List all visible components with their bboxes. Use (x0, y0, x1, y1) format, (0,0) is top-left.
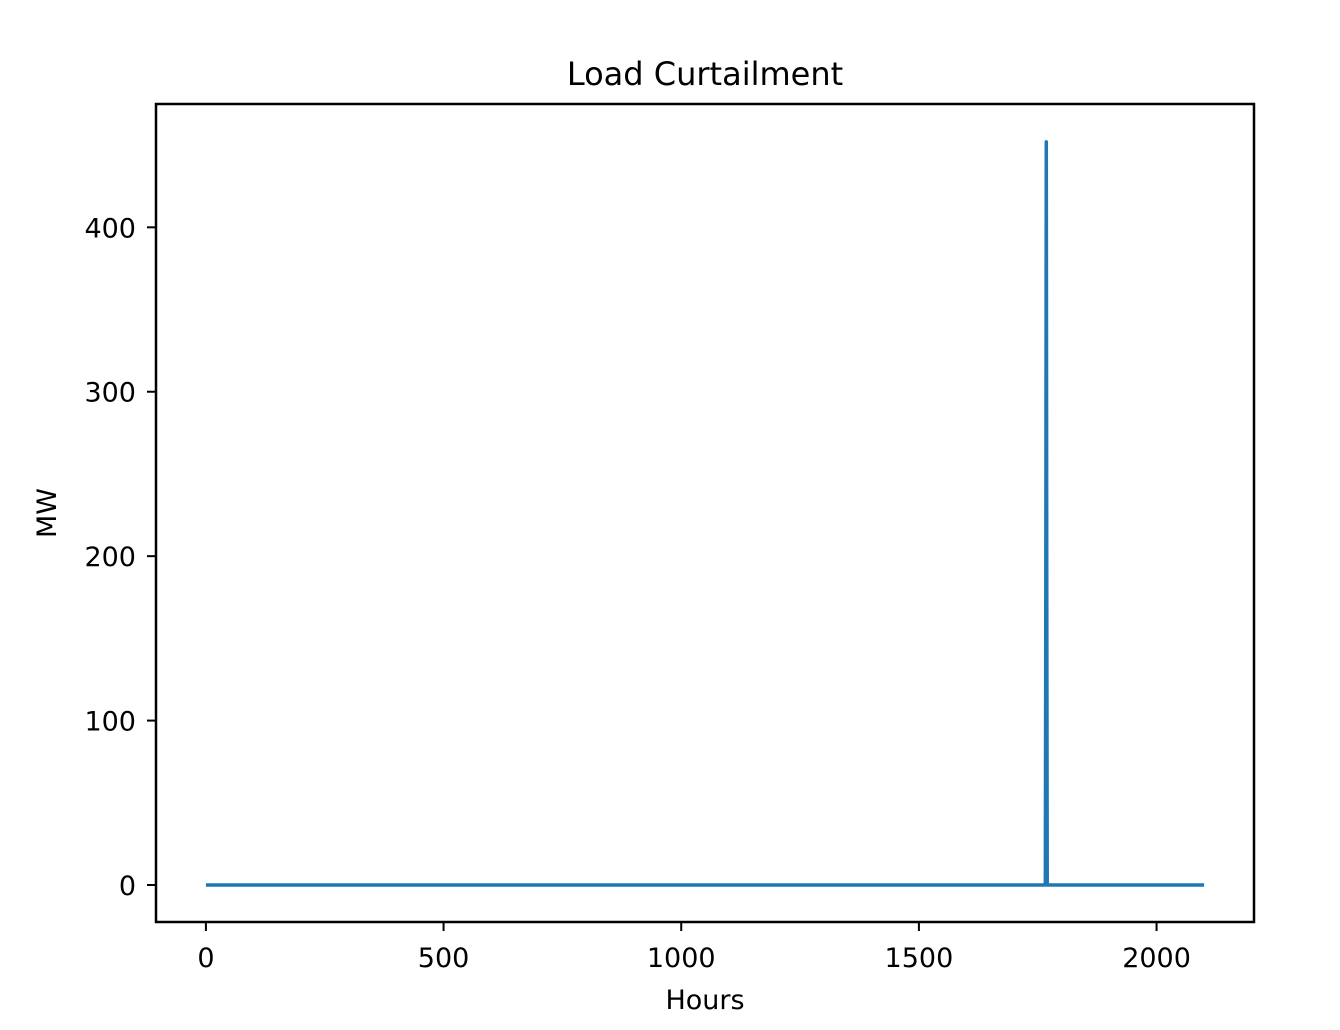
y-tick-label: 0 (119, 871, 136, 902)
plot-area (205, 140, 1205, 887)
x-tick-label: 500 (418, 943, 470, 974)
y-axis: 0 100 200 300 400 (84, 213, 156, 902)
axes-frame (154, 102, 1256, 924)
y-tick-label: 100 (84, 707, 136, 738)
x-axis: 0 500 1000 1500 2000 (197, 922, 1191, 974)
y-tick-label: 400 (84, 213, 136, 244)
y-tick-label: 300 (84, 378, 136, 409)
y-tick-label: 200 (84, 542, 136, 573)
x-axis-label: Hours (665, 985, 744, 1016)
x-tick-label: 1500 (885, 943, 954, 974)
x-tick-label: 0 (197, 943, 214, 974)
chart-title: Load Curtailment (567, 55, 843, 93)
x-tick-label: 1000 (647, 943, 716, 974)
series-line-0 (205, 140, 1205, 887)
x-tick-label: 2000 (1122, 943, 1191, 974)
y-axis-label: MW (32, 488, 63, 538)
